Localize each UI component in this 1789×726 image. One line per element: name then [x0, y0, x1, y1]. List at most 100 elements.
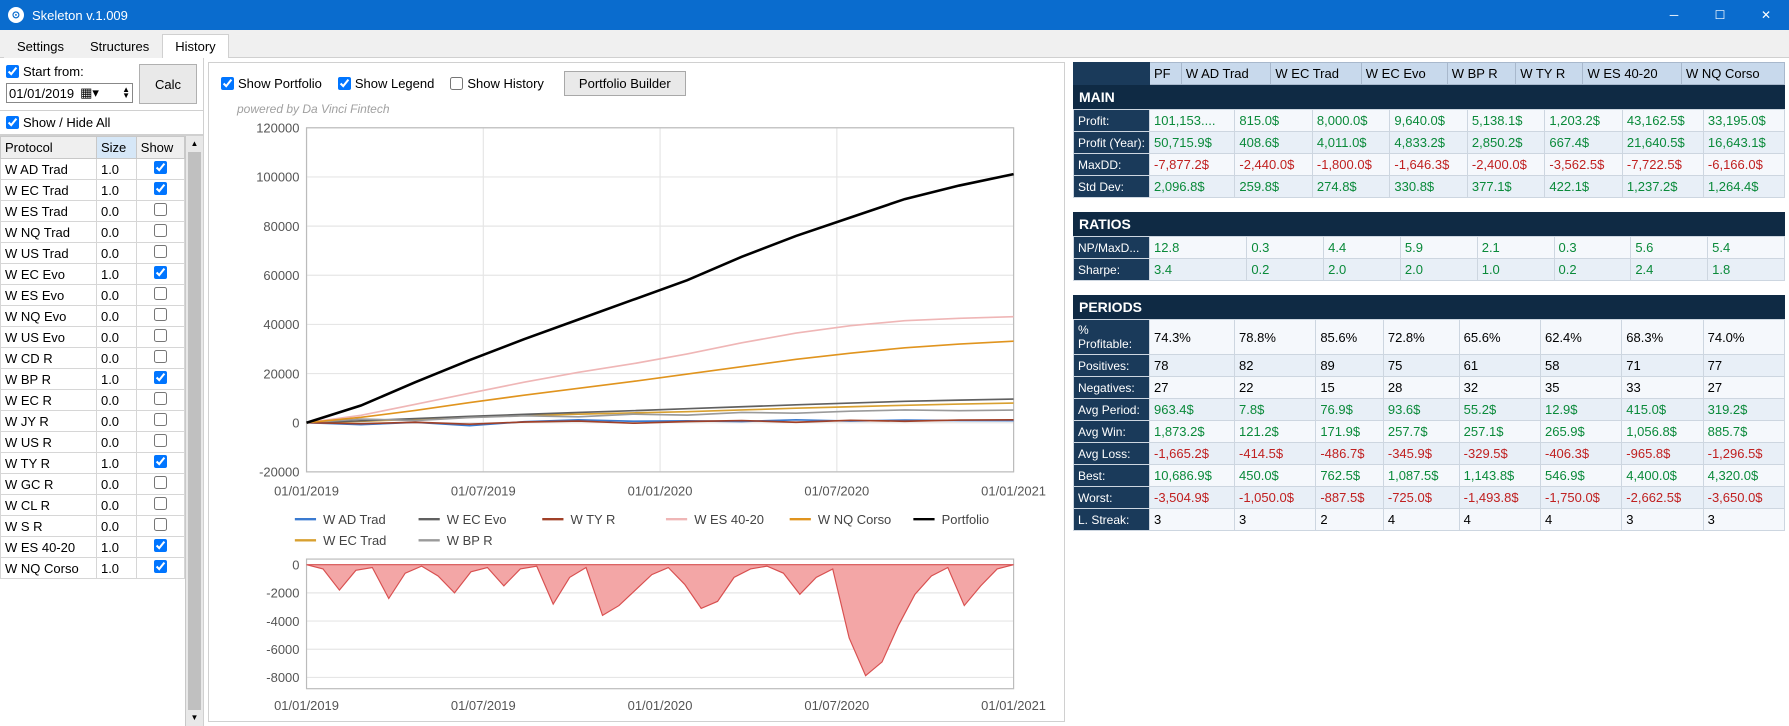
- stats-col-header[interactable]: W AD Trad: [1181, 63, 1271, 85]
- protocol-row[interactable]: W EC Trad1.0: [1, 180, 185, 201]
- protocol-show-checkbox[interactable]: [154, 203, 167, 216]
- stats-row: Negatives:2722152832353327: [1074, 377, 1785, 399]
- protocol-row[interactable]: W ES Trad0.0: [1, 201, 185, 222]
- protocol-row[interactable]: W CD R0.0: [1, 348, 185, 369]
- protocol-show-checkbox[interactable]: [154, 560, 167, 573]
- svg-text:-2000: -2000: [266, 586, 299, 601]
- svg-text:80000: 80000: [263, 219, 299, 234]
- stats-col-header[interactable]: W TY R: [1516, 63, 1583, 85]
- protocol-row[interactable]: W NQ Evo0.0: [1, 306, 185, 327]
- scroll-up-icon[interactable]: ▲: [186, 136, 203, 152]
- protocol-row[interactable]: W ES Evo0.0: [1, 285, 185, 306]
- protocol-row[interactable]: W NQ Trad0.0: [1, 222, 185, 243]
- protocol-show-checkbox[interactable]: [154, 224, 167, 237]
- svg-text:W TY R: W TY R: [571, 512, 616, 527]
- protocol-show-checkbox[interactable]: [154, 182, 167, 195]
- protocol-row[interactable]: W TY R1.0: [1, 453, 185, 474]
- protocol-show-checkbox[interactable]: [154, 161, 167, 174]
- svg-text:01/01/2020: 01/01/2020: [628, 483, 693, 498]
- portfolio-builder-button[interactable]: Portfolio Builder: [564, 71, 686, 96]
- protocol-show-checkbox[interactable]: [154, 392, 167, 405]
- stats-row: % Profitable:74.3%78.8%85.6%72.8%65.6%62…: [1074, 320, 1785, 355]
- show-legend-checkbox[interactable]: Show Legend: [338, 76, 435, 91]
- minimize-button[interactable]: ─: [1651, 0, 1697, 30]
- titlebar: ⊙ Skeleton v.1.009 ─ ☐ ✕: [0, 0, 1789, 30]
- protocol-row[interactable]: W US Evo0.0: [1, 327, 185, 348]
- protocol-show-checkbox[interactable]: [154, 308, 167, 321]
- svg-text:100000: 100000: [256, 170, 299, 185]
- calc-button[interactable]: Calc: [139, 64, 197, 104]
- stats-col-header[interactable]: [1074, 63, 1150, 85]
- app-icon: ⊙: [8, 7, 24, 23]
- protocol-grid[interactable]: ProtocolSizeShowW AD Trad1.0W EC Trad1.0…: [0, 136, 185, 726]
- stats-row: Avg Win:1,873.2$121.2$171.9$257.7$257.1$…: [1074, 421, 1785, 443]
- maximize-button[interactable]: ☐: [1697, 0, 1743, 30]
- stats-row: Sharpe:3.40.22.02.01.00.22.41.8: [1074, 259, 1785, 281]
- protocol-row[interactable]: W EC R0.0: [1, 390, 185, 411]
- grid-header[interactable]: Protocol: [1, 137, 97, 159]
- svg-text:W NQ Corso: W NQ Corso: [818, 512, 891, 527]
- svg-text:01/01/2019: 01/01/2019: [274, 483, 339, 498]
- stats-row: L. Streak:33244433: [1074, 509, 1785, 531]
- stats-row: Std Dev:2,096.8$259.8$274.8$330.8$377.1$…: [1074, 176, 1785, 198]
- close-button[interactable]: ✕: [1743, 0, 1789, 30]
- tab-history[interactable]: History: [162, 34, 228, 58]
- stats-section-header: RATIOS: [1073, 212, 1785, 236]
- protocol-row[interactable]: W US Trad0.0: [1, 243, 185, 264]
- stats-col-header[interactable]: W NQ Corso: [1681, 63, 1784, 85]
- stats-section-header: MAIN: [1073, 85, 1785, 109]
- stats-panel: PFW AD TradW EC TradW EC EvoW BP RW TY R…: [1069, 58, 1789, 726]
- protocol-row[interactable]: W GC R0.0: [1, 474, 185, 495]
- stats-col-header[interactable]: W EC Evo: [1361, 63, 1447, 85]
- protocol-show-checkbox[interactable]: [154, 371, 167, 384]
- scroll-down-icon[interactable]: ▼: [186, 710, 203, 726]
- protocol-show-checkbox[interactable]: [154, 413, 167, 426]
- show-hide-all-checkbox[interactable]: [6, 116, 19, 129]
- protocol-row[interactable]: W BP R1.0: [1, 369, 185, 390]
- protocol-show-checkbox[interactable]: [154, 476, 167, 489]
- show-history-checkbox[interactable]: Show History: [450, 76, 544, 91]
- protocol-row[interactable]: W CL R0.0: [1, 495, 185, 516]
- protocol-scrollbar[interactable]: ▲ ▼: [185, 136, 203, 726]
- protocol-show-checkbox[interactable]: [154, 329, 167, 342]
- protocol-row[interactable]: W S R0.0: [1, 516, 185, 537]
- svg-text:-4000: -4000: [266, 614, 299, 629]
- show-hide-all-label: Show / Hide All: [23, 115, 110, 130]
- svg-text:20000: 20000: [263, 366, 299, 381]
- protocol-show-checkbox[interactable]: [154, 434, 167, 447]
- svg-text:01/07/2020: 01/07/2020: [804, 483, 869, 498]
- svg-text:Portfolio: Portfolio: [942, 512, 989, 527]
- protocol-show-checkbox[interactable]: [154, 539, 167, 552]
- start-from-label: Start from:: [23, 64, 84, 79]
- tab-structures[interactable]: Structures: [77, 34, 162, 58]
- protocol-row[interactable]: W EC Evo1.0: [1, 264, 185, 285]
- stats-col-header[interactable]: W ES 40-20: [1583, 63, 1682, 85]
- protocol-show-checkbox[interactable]: [154, 350, 167, 363]
- stats-col-header[interactable]: W BP R: [1447, 63, 1516, 85]
- protocol-show-checkbox[interactable]: [154, 245, 167, 258]
- protocol-show-checkbox[interactable]: [154, 455, 167, 468]
- protocol-show-checkbox[interactable]: [154, 266, 167, 279]
- calendar-icon[interactable]: ▦▾: [80, 85, 99, 101]
- protocol-show-checkbox[interactable]: [154, 497, 167, 510]
- protocol-row[interactable]: W NQ Corso1.0: [1, 558, 185, 579]
- protocol-row[interactable]: W AD Trad1.0: [1, 159, 185, 180]
- protocol-row[interactable]: W JY R0.0: [1, 411, 185, 432]
- stats-section-header: PERIODS: [1073, 295, 1785, 319]
- grid-header[interactable]: Size: [96, 137, 136, 159]
- show-portfolio-checkbox[interactable]: Show Portfolio: [221, 76, 322, 91]
- stats-row: Avg Period:963.4$7.8$76.9$93.6$55.2$12.9…: [1074, 399, 1785, 421]
- stats-col-header[interactable]: PF: [1150, 63, 1182, 85]
- date-spinner[interactable]: ▲▼: [122, 87, 130, 99]
- protocol-show-checkbox[interactable]: [154, 518, 167, 531]
- svg-text:01/07/2020: 01/07/2020: [804, 698, 869, 713]
- start-date-input[interactable]: 01/01/2019 ▦▾ ▲▼: [6, 83, 133, 103]
- stats-row: Avg Loss:-1,665.2$-414.5$-486.7$-345.9$-…: [1074, 443, 1785, 465]
- protocol-row[interactable]: W ES 40-201.0: [1, 537, 185, 558]
- grid-header[interactable]: Show: [136, 137, 184, 159]
- protocol-row[interactable]: W US R0.0: [1, 432, 185, 453]
- start-from-checkbox[interactable]: Start from:: [6, 64, 133, 79]
- stats-col-header[interactable]: W EC Trad: [1271, 63, 1361, 85]
- tab-settings[interactable]: Settings: [4, 34, 77, 58]
- protocol-show-checkbox[interactable]: [154, 287, 167, 300]
